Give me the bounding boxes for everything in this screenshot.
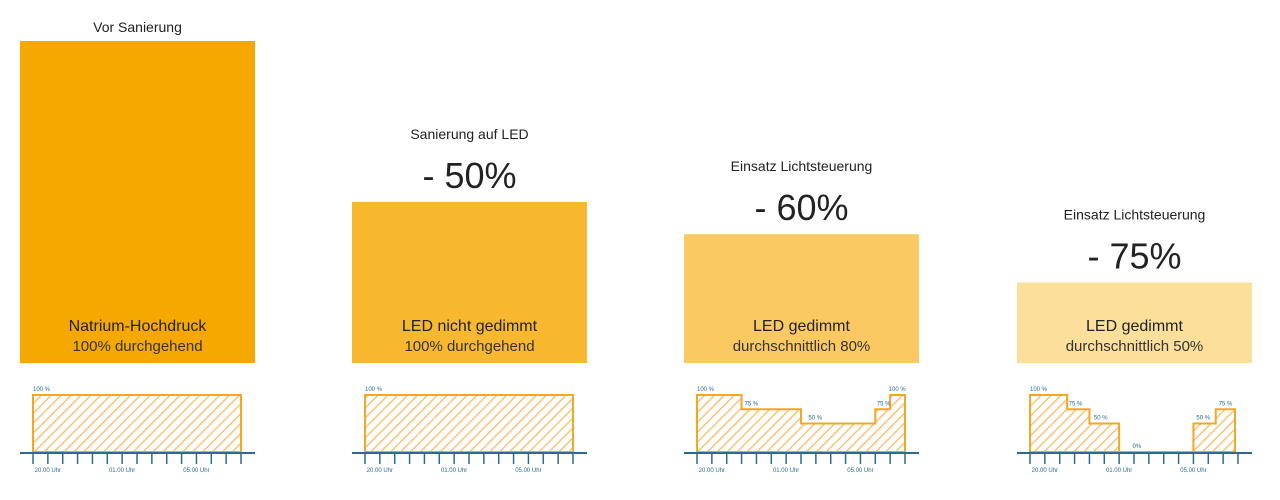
dimming-profile: 100 % 75 % 50 % 75 % 100 % 20.00 Uhr 01.00 Uhr…	[684, 387, 919, 474]
profile-area	[32, 394, 242, 453]
tick-label: 01.00 Uhr	[773, 468, 799, 474]
bar-label-main: Natrium-Hochdruck	[69, 318, 208, 335]
bar-label-sub: durchschnittlich 80%	[733, 338, 871, 355]
profile-level-label: 50 %	[808, 416, 822, 422]
profile-level-label: 100 %	[697, 387, 715, 393]
reduction-label: - 75%	[1087, 236, 1181, 277]
profile-level-label: 100 %	[365, 387, 383, 393]
tick-label: 05.00 Uhr	[847, 468, 873, 474]
profile-area	[364, 394, 574, 453]
bar-group: - 75% Einsatz Lichtsteuerung LED gedimmt du…	[1017, 207, 1252, 363]
profiles-layer: 100 % 20.00 Uhr 01.00 Uhr 05.00 Uhr 100 % 20.…	[20, 387, 1252, 474]
bar-header: Einsatz Lichtsteuerung	[731, 158, 873, 174]
profile-level-label: 100 %	[33, 387, 51, 393]
tick-label: 05.00 Uhr	[183, 468, 209, 474]
bars-layer: Vor Sanierung Natrium-Hochdruck 100% durch…	[20, 19, 1252, 363]
profile-level-label: 100 %	[889, 387, 907, 393]
time-axis: 20.00 Uhr 01.00 Uhr 05.00 Uhr	[20, 452, 255, 474]
reduction-label: - 60%	[754, 187, 848, 228]
profile-level-label: 0%	[1133, 444, 1142, 450]
tick-label: 20.00 Uhr	[35, 468, 61, 474]
bar-group: Vor Sanierung Natrium-Hochdruck 100% durch…	[20, 19, 255, 363]
bar-label-sub: 100% durchgehend	[72, 338, 202, 355]
bar-label-main: LED nicht gedimmt	[402, 318, 538, 335]
time-axis: 20.00 Uhr 01.00 Uhr 05.00 Uhr	[352, 452, 587, 474]
bar	[684, 234, 919, 363]
profile-level-label: 75 %	[745, 401, 759, 407]
tick-label: 20.00 Uhr	[367, 468, 393, 474]
tick-label: 01.00 Uhr	[441, 468, 467, 474]
profile-level-label: 50 %	[1196, 416, 1210, 422]
tick-label: 20.00 Uhr	[699, 468, 725, 474]
bar-header: Sanierung auf LED	[410, 126, 528, 142]
time-axis: 20.00 Uhr 01.00 Uhr 05.00 Uhr	[684, 452, 919, 474]
bar-header: Einsatz Lichtsteuerung	[1064, 207, 1206, 223]
profile-level-label: 50 %	[1094, 416, 1108, 422]
profile-level-label: 75 %	[1219, 401, 1233, 407]
bar-group: - 50% Sanierung auf LED LED nicht gedimmt 1…	[352, 126, 587, 363]
tick-label: 05.00 Uhr	[1180, 468, 1206, 474]
bar-label-sub: durchschnittlich 50%	[1066, 338, 1204, 355]
bar-label-sub: 100% durchgehend	[404, 338, 534, 355]
dimming-profile: 100 % 20.00 Uhr 01.00 Uhr 05.00 Uhr	[20, 387, 255, 474]
bar	[20, 41, 255, 363]
bar	[352, 202, 587, 363]
tick-label: 05.00 Uhr	[515, 468, 541, 474]
profile-area	[696, 394, 906, 453]
dimming-profile: 100 % 20.00 Uhr 01.00 Uhr 05.00 Uhr	[352, 387, 587, 474]
tick-label: 20.00 Uhr	[1032, 468, 1058, 474]
dimming-profile: 100 % 75 % 50 % 0% 50 % 75 % 20.00 Uhr 01.00 Uh…	[1017, 387, 1252, 474]
reduction-label: - 50%	[422, 155, 516, 196]
time-axis: 20.00 Uhr 01.00 Uhr 05.00 Uhr	[1017, 452, 1252, 474]
bar-group: - 60% Einsatz Lichtsteuerung LED gedimmt du…	[684, 158, 919, 363]
bar-header: Vor Sanierung	[93, 19, 182, 35]
tick-label: 01.00 Uhr	[1106, 468, 1132, 474]
bar-label-main: LED gedimmt	[1086, 318, 1183, 335]
profile-level-label: 75 %	[1069, 401, 1083, 407]
tick-label: 01.00 Uhr	[109, 468, 135, 474]
bar	[1017, 282, 1252, 363]
profile-level-label: 100 %	[1030, 387, 1048, 393]
profile-level-label: 75 %	[877, 401, 891, 407]
bar-label-main: LED gedimmt	[753, 318, 850, 335]
